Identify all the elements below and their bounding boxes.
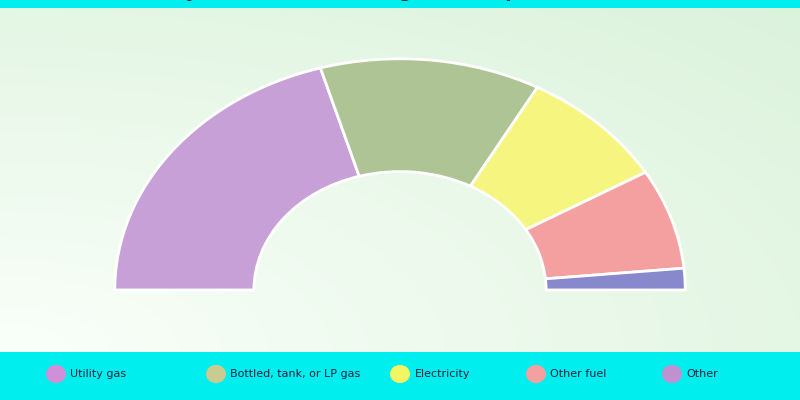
Ellipse shape [662,365,682,383]
Ellipse shape [526,365,546,383]
Wedge shape [526,172,684,279]
Text: Other: Other [686,369,718,379]
Ellipse shape [46,365,66,383]
Text: Bottled, tank, or LP gas: Bottled, tank, or LP gas [230,369,361,379]
Wedge shape [546,268,686,290]
Ellipse shape [206,365,226,383]
Wedge shape [321,59,538,186]
Text: Electricity: Electricity [414,369,470,379]
Wedge shape [114,68,359,290]
Wedge shape [470,87,646,230]
Text: Other fuel: Other fuel [550,369,606,379]
Text: Most commonly used house heating fuel in apartments in Weldon, CA: Most commonly used house heating fuel in… [32,0,768,1]
Text: Utility gas: Utility gas [70,369,126,379]
Ellipse shape [390,365,410,383]
